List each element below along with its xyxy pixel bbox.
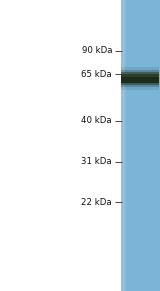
Bar [121, 0, 160, 291]
Bar [127, 0, 128, 291]
Bar [124, 0, 126, 291]
Bar [122, 0, 124, 291]
Text: 31 kDa: 31 kDa [81, 157, 112, 166]
Bar [121, 83, 159, 87]
Bar [121, 74, 159, 77]
Bar [121, 70, 159, 74]
Text: 65 kDa: 65 kDa [81, 70, 112, 79]
Bar [121, 67, 159, 74]
Text: 22 kDa: 22 kDa [81, 198, 112, 207]
Bar [121, 74, 159, 83]
Bar [123, 0, 125, 291]
Bar [121, 83, 159, 85]
Bar [121, 83, 159, 90]
Bar [121, 0, 122, 291]
Text: 90 kDa: 90 kDa [81, 47, 112, 55]
Bar [125, 0, 127, 291]
Bar [121, 72, 159, 74]
Text: 40 kDa: 40 kDa [81, 116, 112, 125]
